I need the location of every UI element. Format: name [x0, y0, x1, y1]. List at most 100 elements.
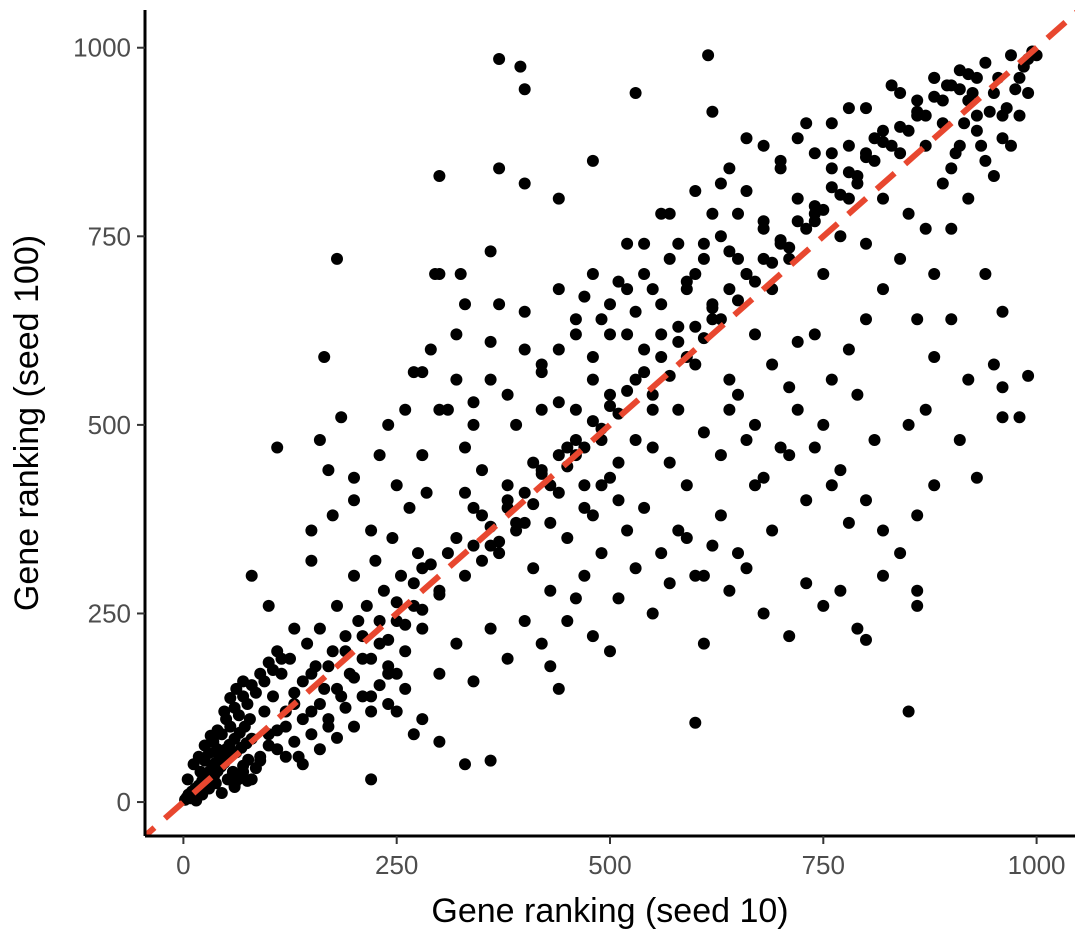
data-point — [258, 705, 271, 718]
data-point — [518, 486, 531, 499]
data-point — [493, 298, 506, 311]
data-point — [441, 403, 454, 416]
data-point — [834, 230, 847, 243]
data-point — [424, 343, 437, 356]
data-point — [416, 622, 429, 635]
data-point — [612, 494, 625, 507]
data-point — [757, 471, 770, 484]
data-point — [595, 479, 608, 492]
data-point — [1013, 71, 1026, 84]
data-point — [966, 87, 979, 99]
data-point — [459, 758, 471, 771]
data-point — [181, 773, 194, 786]
data-point — [382, 698, 395, 710]
data-point — [527, 562, 540, 575]
data-point — [868, 154, 881, 167]
data-point — [484, 754, 497, 767]
data-point — [655, 351, 668, 363]
data-point — [416, 713, 429, 726]
data-point — [638, 366, 651, 379]
data-point — [331, 252, 343, 265]
data-point — [697, 252, 710, 265]
data-point — [706, 302, 719, 314]
data-point — [732, 547, 744, 560]
data-point — [407, 366, 420, 379]
data-point — [714, 313, 727, 326]
data-point — [326, 645, 339, 658]
data-point — [416, 603, 429, 616]
data-point — [834, 188, 847, 201]
data-point — [305, 728, 318, 741]
data-point — [586, 509, 599, 522]
data-point — [877, 524, 889, 537]
data-point — [808, 441, 821, 454]
data-point — [578, 479, 591, 492]
data-point — [467, 396, 480, 409]
data-point — [945, 313, 958, 326]
data-point — [928, 268, 941, 280]
data-point — [552, 283, 565, 296]
data-point — [305, 667, 318, 680]
data-point — [783, 449, 796, 462]
x-ticks: 0 250 500 750 1000 — [176, 836, 1066, 880]
data-point — [936, 94, 949, 107]
data-point — [860, 102, 872, 115]
data-point — [339, 701, 352, 714]
data-point — [894, 547, 907, 560]
data-point — [638, 501, 651, 514]
data-point — [766, 358, 779, 371]
data-point — [646, 441, 659, 454]
data-point — [493, 162, 506, 175]
data-point — [689, 185, 702, 197]
data-point — [305, 524, 318, 537]
x-tick-label: 500 — [588, 850, 631, 880]
data-point — [825, 181, 838, 194]
data-point — [723, 584, 736, 597]
data-point — [800, 222, 813, 235]
data-point — [979, 154, 992, 167]
data-point — [454, 268, 467, 280]
data-point — [569, 328, 582, 341]
data-point — [399, 618, 412, 631]
data-point — [766, 256, 779, 269]
data-point — [817, 268, 830, 280]
data-point — [706, 105, 719, 118]
data-point — [552, 486, 565, 499]
data-point — [740, 132, 753, 145]
data-point — [791, 192, 804, 205]
data-point — [825, 147, 838, 160]
data-point — [663, 456, 676, 469]
data-point — [271, 441, 284, 454]
data-point — [655, 207, 668, 220]
data-point — [714, 177, 727, 190]
data-point — [407, 577, 420, 590]
data-point — [646, 403, 659, 416]
data-point — [962, 373, 975, 386]
data-point — [399, 403, 412, 416]
data-point — [1005, 49, 1017, 62]
data-point — [258, 675, 271, 688]
data-point — [209, 777, 222, 790]
data-point — [996, 411, 1009, 424]
data-point — [243, 713, 256, 726]
data-point — [672, 320, 685, 333]
data-point — [301, 637, 314, 650]
data-point — [697, 637, 710, 650]
data-point — [655, 328, 668, 341]
data-point — [697, 569, 710, 582]
data-point — [962, 192, 975, 205]
data-point — [877, 569, 889, 582]
data-point — [672, 237, 685, 250]
data-point — [680, 479, 693, 492]
data-point — [518, 516, 531, 529]
data-point — [245, 569, 258, 582]
data-point — [510, 418, 523, 431]
data-point — [377, 584, 390, 597]
data-point — [987, 358, 1000, 371]
data-point — [732, 388, 744, 401]
data-point — [689, 320, 702, 333]
data-point — [808, 215, 821, 228]
data-point — [331, 599, 343, 612]
data-point — [395, 569, 407, 582]
data-point — [621, 237, 634, 250]
